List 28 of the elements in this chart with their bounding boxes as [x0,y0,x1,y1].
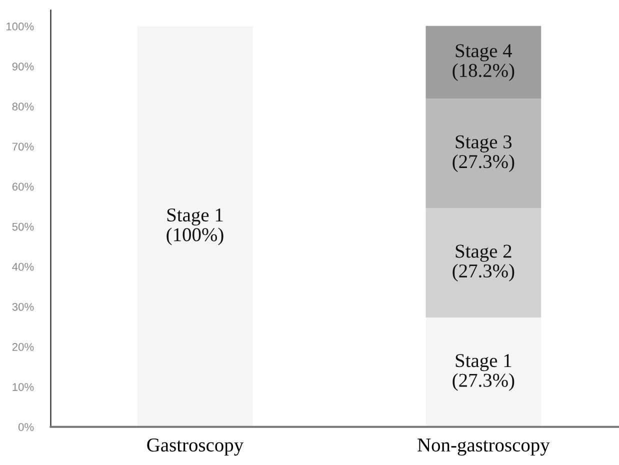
y-tick-label: 20% [12,343,34,351]
bar [426,208,542,318]
x-tick-label: Non-gastroscopy [418,438,550,456]
x-tick-label: Gastroscopy [147,438,244,456]
data-label: (18.2%) [452,63,514,81]
y-tick-label: 10% [12,383,34,391]
y-tick-label: 0% [18,423,34,432]
y-tick-label: 100% [6,22,34,30]
y-tick-label: 50% [12,222,34,231]
y-tick-label: 70% [12,142,34,151]
y-tick-label: 60% [12,182,34,191]
series-label: Stage 2 [456,244,512,262]
data-label: (27.3%) [452,154,514,172]
bar [426,26,542,99]
bar [426,98,542,208]
series-label: Stage 3 [456,135,512,152]
y-tick-label: 40% [12,262,34,271]
data-label: (100%) [166,228,224,246]
series-label: Stage 1 [167,208,223,226]
text: Stage 1 [456,354,512,372]
data-label: (27.3%) [452,264,514,282]
bar [137,26,253,427]
y-tick-label: 90% [12,62,34,70]
series-label: Stage 4 [456,44,512,62]
bar [426,318,542,427]
data-label: (27.3%) [452,373,514,391]
y-tick-label: 30% [12,302,34,311]
y-tick-label: 80% [12,102,34,111]
